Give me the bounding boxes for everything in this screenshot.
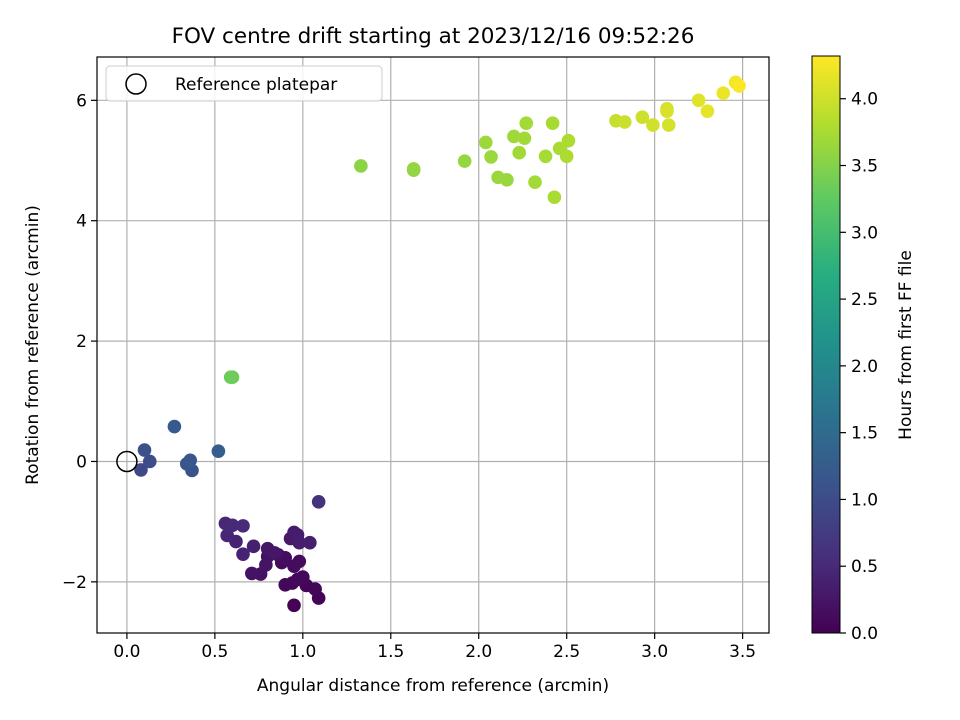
data-point bbox=[517, 131, 532, 146]
data-point bbox=[246, 539, 261, 554]
data-point bbox=[287, 598, 301, 613]
x-axis-ticks: 0.0 0.5 1.0 1.5 2.0 2.5 3.0 3.5 bbox=[113, 633, 756, 662]
data-point bbox=[545, 116, 560, 131]
data-point bbox=[700, 104, 715, 118]
colorbar-tick-label: 4.0 bbox=[851, 90, 878, 110]
y-tick-label: 4 bbox=[76, 212, 87, 232]
x-tick-label: 2.0 bbox=[465, 642, 492, 662]
colorbar-tick-label: 3.0 bbox=[851, 223, 878, 243]
data-point bbox=[457, 154, 472, 168]
data-point bbox=[245, 566, 259, 581]
data-point bbox=[137, 443, 152, 457]
data-point bbox=[538, 149, 553, 164]
data-point bbox=[134, 463, 148, 477]
data-point bbox=[303, 535, 317, 550]
colorbar-tick-label: 0.0 bbox=[851, 624, 878, 644]
colorbar-tick-label: 3.5 bbox=[851, 157, 878, 177]
data-point bbox=[547, 190, 562, 205]
data-point bbox=[691, 93, 706, 108]
chart-title: FOV centre drift starting at 2023/12/16 … bbox=[172, 24, 695, 49]
x-tick-label: 1.0 bbox=[289, 642, 316, 662]
data-point bbox=[167, 419, 182, 434]
data-point bbox=[292, 554, 307, 569]
colorbar-gradient bbox=[811, 55, 841, 634]
data-point bbox=[507, 129, 521, 144]
data-point bbox=[635, 110, 650, 124]
colorbar-tick-label: 1.5 bbox=[851, 424, 878, 444]
data-points bbox=[116, 75, 746, 613]
plot-frame bbox=[96, 56, 770, 634]
data-point bbox=[406, 162, 421, 176]
y-axis-label: Rotation from reference (arcmin) bbox=[23, 205, 43, 485]
x-tick-label: 0.5 bbox=[201, 642, 228, 662]
y-tick-label: 2 bbox=[76, 332, 87, 352]
x-tick-label: 2.5 bbox=[553, 642, 580, 662]
colorbar-tick-label: 2.5 bbox=[851, 290, 878, 310]
x-tick-label: 3.0 bbox=[641, 642, 668, 662]
data-point bbox=[354, 159, 368, 173]
data-point bbox=[661, 118, 676, 132]
data-point bbox=[561, 133, 576, 148]
data-point bbox=[519, 116, 534, 131]
y-tick-label: 0 bbox=[76, 452, 87, 472]
colorbar-tick-label: 1.0 bbox=[851, 490, 878, 510]
data-point bbox=[559, 149, 574, 164]
colorbar: 0.0 0.5 1.0 1.5 2.0 2.5 3.0 3.5 4.0 Hours from f… bbox=[811, 55, 916, 644]
legend-box bbox=[105, 65, 383, 102]
data-point bbox=[716, 86, 731, 100]
data-point bbox=[528, 175, 542, 189]
data-point bbox=[732, 79, 746, 93]
data-point bbox=[292, 535, 307, 550]
x-tick-label: 1.5 bbox=[377, 642, 404, 662]
y-tick-label: 6 bbox=[76, 91, 87, 111]
reference-platepar-marker bbox=[116, 450, 138, 473]
data-point bbox=[311, 494, 326, 509]
data-point bbox=[308, 582, 322, 596]
colorbar-ticks: 0.0 0.5 1.0 1.5 2.0 2.5 3.0 3.5 4.0 bbox=[840, 90, 878, 644]
y-tick-label: −2 bbox=[62, 573, 87, 593]
data-point bbox=[512, 145, 526, 160]
x-axis-label: Angular distance from reference (arcmin) bbox=[257, 676, 609, 696]
data-point bbox=[478, 135, 493, 150]
legend-reference-marker bbox=[125, 73, 147, 95]
data-point bbox=[484, 150, 498, 164]
colorbar-tick-label: 0.5 bbox=[851, 557, 878, 577]
data-point bbox=[500, 172, 514, 187]
data-point bbox=[236, 519, 250, 533]
x-tick-label: 3.5 bbox=[729, 642, 756, 662]
data-point bbox=[225, 518, 240, 533]
y-axis-ticks: −2 0 2 4 6 bbox=[62, 91, 97, 593]
data-point bbox=[290, 572, 305, 587]
data-point bbox=[142, 454, 157, 469]
data-point bbox=[660, 104, 674, 118]
data-point bbox=[183, 453, 198, 468]
data-point bbox=[267, 546, 282, 560]
data-point bbox=[617, 115, 632, 129]
data-point bbox=[259, 558, 273, 572]
data-point bbox=[278, 578, 293, 592]
data-point bbox=[236, 547, 250, 561]
data-point bbox=[220, 528, 234, 543]
data-point bbox=[646, 118, 660, 132]
colorbar-tick-label: 2.0 bbox=[851, 357, 878, 377]
colorbar-label: Hours from first FF file bbox=[896, 250, 916, 440]
grid-lines bbox=[97, 57, 769, 633]
data-point bbox=[225, 370, 240, 385]
legend-entry-reference: Reference platepar bbox=[175, 75, 337, 95]
x-tick-label: 0.0 bbox=[113, 642, 140, 662]
data-point bbox=[211, 444, 226, 459]
legend: Reference platepar bbox=[105, 65, 383, 102]
